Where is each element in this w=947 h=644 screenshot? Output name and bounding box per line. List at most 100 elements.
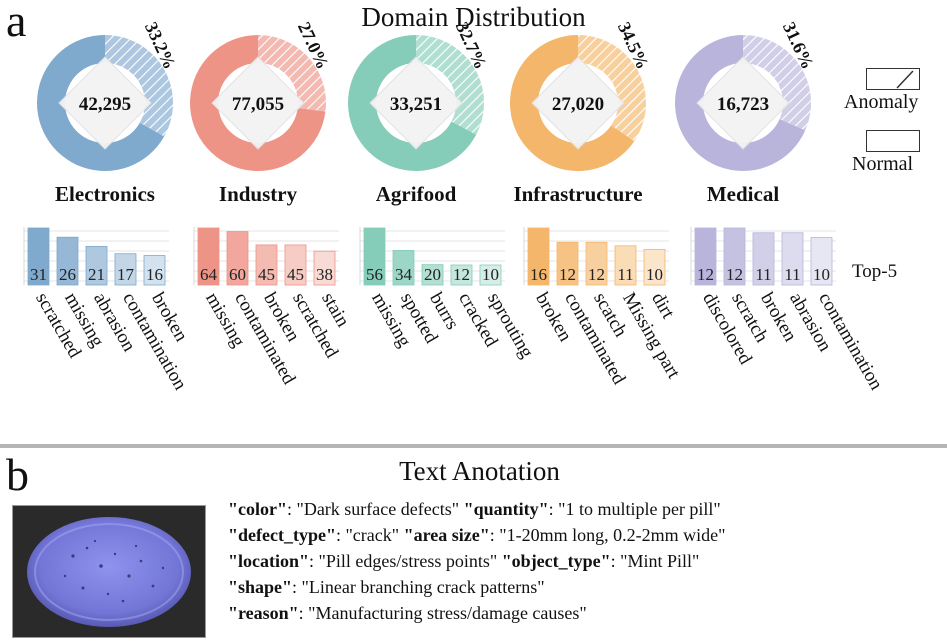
annotation-value: : "1-20mm long, 0.2-2mm wide" (489, 525, 726, 545)
bar-value-label: 56 (366, 265, 383, 284)
donut-normal-slice (189, 35, 326, 171)
donut-anomaly-slice (416, 35, 485, 135)
bar (392, 249, 415, 286)
annotation-line: "shape": "Linear branching crack pattern… (228, 578, 545, 596)
bar (694, 227, 717, 286)
legend-normal-swatch (866, 130, 920, 152)
bar (450, 264, 473, 286)
bar-value-label: 10 (482, 265, 499, 284)
bar-value-label: 17 (117, 265, 135, 284)
annotation-key: "object_type" (501, 551, 611, 571)
annotation-line: "location": "Pill edges/stress points" "… (228, 552, 699, 570)
bar-value-label: 16 (530, 265, 547, 284)
bar (723, 227, 746, 286)
donut-chart-area: 42,29533.2%77,05527.0%33,25132.7%27,0203… (23, 19, 887, 394)
annotation-line: "color": "Dark surface defects" "quantit… (228, 500, 721, 518)
bar-value-label: 12 (588, 265, 605, 284)
domain-name-label: Infrastructure (513, 182, 643, 206)
donut-anomaly-slice (258, 35, 326, 112)
bar-value-label: 64 (200, 265, 218, 284)
bar-value-label: 11 (784, 265, 800, 284)
domain-name-label: Medical (706, 182, 780, 206)
donut-total-label: 77,055 (232, 94, 284, 115)
bar (421, 264, 444, 286)
donut-anomaly-slice (578, 35, 646, 142)
annotation-line: "defect_type": "crack" "area size": "1-2… (228, 526, 725, 544)
annotation-value: : "Mint Pill" (610, 551, 700, 571)
bar (781, 232, 804, 286)
bar (114, 253, 137, 286)
bar (643, 248, 666, 286)
bar (810, 237, 833, 286)
bar (56, 236, 79, 286)
donut-center-diamond (696, 56, 790, 150)
annotation-value: : "Manufacturing stress/damage causes" (298, 603, 587, 623)
annotation-key: "defect_type" (228, 525, 336, 545)
bar (752, 232, 775, 286)
domain-name-label: Electronics (55, 182, 155, 206)
bar (479, 264, 502, 286)
chart-title: Domain Distribution (361, 2, 586, 32)
annotation-key: "quantity" (463, 499, 549, 519)
bar-value-label: 12 (453, 265, 470, 284)
donut-anomaly-slice (105, 35, 173, 137)
donut-center-diamond (58, 56, 152, 150)
donut-total-label: 27,020 (552, 94, 604, 115)
donut-normal-slice (37, 35, 165, 171)
bar (527, 227, 550, 286)
donut-normal-slice (510, 35, 635, 171)
bar-value-label: 12 (559, 265, 576, 284)
bar (85, 245, 108, 286)
bar (27, 227, 50, 286)
bar (614, 245, 637, 286)
annotation-title: Text Anotation (399, 456, 560, 486)
domain-name-label: Industry (218, 182, 298, 206)
panel-b-letter: b (6, 449, 29, 500)
top5-label: Top-5 (852, 261, 898, 282)
bar-value-label: 20 (424, 265, 441, 284)
donut-total-label: 33,251 (390, 94, 442, 115)
bar-value-label: 34 (395, 265, 413, 284)
bar-value-label: 45 (287, 265, 304, 284)
bar-value-label: 38 (316, 265, 333, 284)
bar-value-label: 16 (146, 265, 163, 284)
bar (313, 250, 336, 286)
bar-value-label: 21 (88, 265, 105, 284)
bar (585, 241, 608, 286)
bar (556, 241, 579, 286)
donut-total-label: 42,295 (79, 94, 131, 115)
annotation-value: : "crack" (335, 525, 400, 545)
annotation-key: "color" (228, 499, 287, 519)
panel-a-letter: a (6, 0, 27, 46)
bar-value-label: 60 (229, 265, 246, 284)
donut-anomaly-slice (743, 35, 811, 131)
pill-image (12, 505, 206, 638)
bar-value-label: 26 (59, 265, 76, 284)
annotation-key: "reason" (228, 603, 299, 623)
donut-center-diamond (211, 56, 305, 150)
annotation-key: "area size" (403, 525, 490, 545)
annotation-line: "reason": "Manufacturing stress/damage c… (228, 604, 587, 622)
bar-value-label: 12 (697, 265, 714, 284)
bar (284, 244, 307, 286)
legend-anomaly-label: Anomaly (844, 91, 919, 113)
domain-name-label: Agrifood (375, 182, 457, 206)
bar-value-label: 11 (755, 265, 771, 284)
bar-value-label: 10 (813, 265, 830, 284)
annotation-value: : "1 to multiple per pill" (548, 499, 721, 519)
legend-anomaly-swatch (866, 68, 920, 90)
annotation-key: "shape" (228, 577, 293, 597)
bar (197, 227, 220, 286)
panel-divider (0, 444, 947, 448)
bar-value-label: 31 (30, 265, 47, 284)
annotation-value: : "Pill edges/stress points" (308, 551, 498, 571)
bar-value-label: 11 (617, 265, 633, 284)
bar (226, 231, 249, 286)
bar-value-label: 10 (646, 265, 663, 284)
bar (255, 244, 278, 286)
donut-normal-slice (348, 35, 477, 171)
bar-value-label: 12 (726, 265, 743, 284)
donut-total-label: 16,723 (717, 94, 769, 115)
bar (363, 227, 386, 286)
donut-center-diamond (369, 56, 463, 150)
